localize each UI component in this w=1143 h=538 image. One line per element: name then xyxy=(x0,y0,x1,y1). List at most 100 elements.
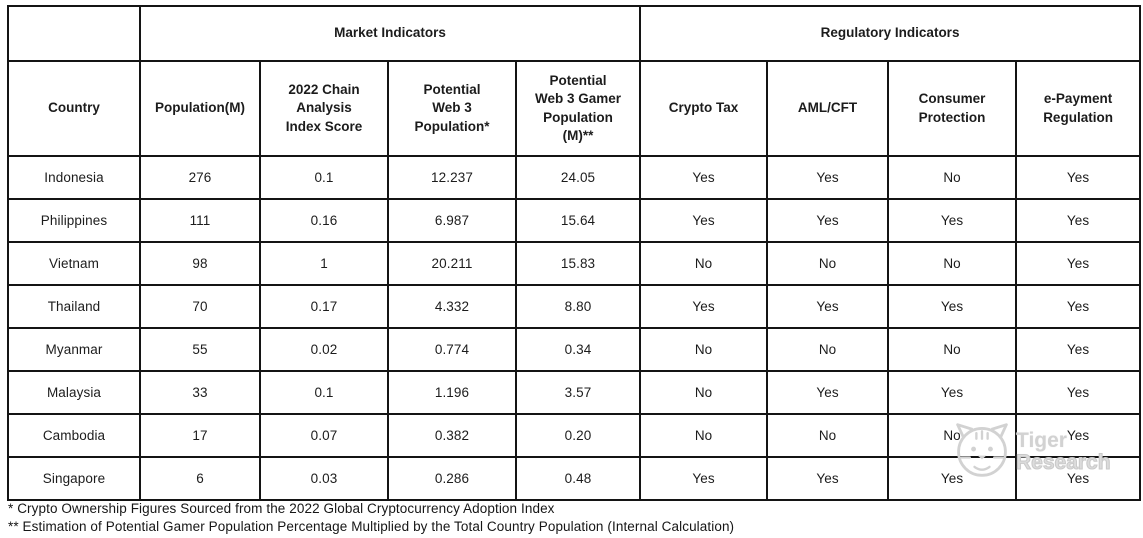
country-cell: Philippines xyxy=(7,198,141,243)
table-cell: No xyxy=(639,327,769,372)
table-cell: 0.02 xyxy=(259,327,389,372)
table-cell: 6.987 xyxy=(387,198,517,243)
table-cell: Yes xyxy=(1015,241,1142,286)
table-cell: 1.196 xyxy=(387,370,517,415)
table-cell: Yes xyxy=(639,155,769,200)
table-cell: 6 xyxy=(139,456,261,501)
table-cell: Yes xyxy=(1015,198,1142,243)
table-cell: Yes xyxy=(1015,413,1142,458)
column-header-1: Population(M) xyxy=(139,60,261,157)
table-cell: Yes xyxy=(887,198,1018,243)
footnote-crypto-ownership: * Crypto Ownership Figures Sourced from … xyxy=(8,501,555,516)
table-cell: 0.48 xyxy=(514,456,642,501)
table-cell: 4.332 xyxy=(387,284,517,329)
table-cell: 33 xyxy=(139,370,261,415)
table-cell: 20.211 xyxy=(387,241,517,286)
table-row-singapore: Singapore 6 0.03 0.286 0.48 Yes Yes Yes Yes xyxy=(7,456,1142,501)
table-cell: Yes xyxy=(1015,370,1142,415)
table-cell: No xyxy=(887,413,1018,458)
column-header-5: Crypto Tax xyxy=(639,60,769,157)
table-cell: No xyxy=(639,413,769,458)
table-cell: 0.17 xyxy=(259,284,389,329)
corner-cell xyxy=(7,5,141,62)
table-cell: Yes xyxy=(639,284,769,329)
column-header-6: AML/CFT xyxy=(766,60,890,157)
group-header-regulatory-indicators: Regulatory Indicators xyxy=(639,5,1142,62)
table-cell: No xyxy=(766,327,890,372)
table-row-malaysia: Malaysia 33 0.1 1.196 3.57 No Yes Yes Yes xyxy=(7,370,1142,415)
table-cell: Yes xyxy=(1015,456,1142,501)
country-cell: Thailand xyxy=(7,284,141,329)
table-row-myanmar: Myanmar 55 0.02 0.774 0.34 No No No Yes xyxy=(7,327,1142,372)
table-cell: 0.20 xyxy=(514,413,642,458)
column-header-0: Country xyxy=(7,60,141,157)
table-cell: 12.237 xyxy=(387,155,517,200)
table-cell: 8.80 xyxy=(514,284,642,329)
table-cell: Yes xyxy=(766,284,890,329)
country-cell: Indonesia xyxy=(7,155,141,200)
table-cell: 0.16 xyxy=(259,198,389,243)
table-row-cambodia: Cambodia 17 0.07 0.382 0.20 No No No Yes xyxy=(7,413,1142,458)
table-cell: 0.07 xyxy=(259,413,389,458)
crypto-regulation-table: Market Indicators Regulatory Indicators … xyxy=(7,5,1142,501)
country-cell: Malaysia xyxy=(7,370,141,415)
footnote-gamer-estimation: ** Estimation of Potential Gamer Populat… xyxy=(8,518,735,534)
table-cell: Yes xyxy=(1015,327,1142,372)
country-cell: Myanmar xyxy=(7,327,141,372)
country-cell: Vietnam xyxy=(7,241,141,286)
table-cell: 0.1 xyxy=(259,370,389,415)
table-row-philippines: Philippines 111 0.16 6.987 15.64 Yes Yes Yes Yes xyxy=(7,198,1142,243)
column-header-4: Potential Web 3 Gamer Population (M)** xyxy=(514,60,642,157)
table-row-thailand: Thailand 70 0.17 4.332 8.80 Yes Yes Yes Yes xyxy=(7,284,1142,329)
table-cell: No xyxy=(887,327,1018,372)
table-cell: No xyxy=(887,155,1018,200)
table-cell: No xyxy=(639,241,769,286)
table-cell: 0.774 xyxy=(387,327,517,372)
column-header-2: 2022 Chain Analysis Index Score xyxy=(259,60,389,157)
table-cell: No xyxy=(639,370,769,415)
table-row-vietnam: Vietnam 98 1 20.211 15.83 No No No Yes xyxy=(7,241,1142,286)
table-cell: 24.05 xyxy=(514,155,642,200)
column-header-8: e-Payment Regulation xyxy=(1015,60,1142,157)
column-header-7: Consumer Protection xyxy=(887,60,1018,157)
country-cell: Cambodia xyxy=(7,413,141,458)
table-cell: 0.34 xyxy=(514,327,642,372)
table-header: Market Indicators Regulatory Indicators … xyxy=(7,5,1142,157)
group-header-market-indicators: Market Indicators xyxy=(138,5,642,62)
table-cell: Yes xyxy=(766,155,890,200)
table-cell: Yes xyxy=(887,456,1018,501)
table-body: Indonesia 276 0.1 12.237 24.05 Yes Yes No Yes Phi… xyxy=(7,155,1142,501)
table-cell: No xyxy=(887,241,1018,286)
table-cell: 15.64 xyxy=(514,198,642,243)
country-cell: Singapore xyxy=(7,456,141,501)
table-cell: No xyxy=(766,413,890,458)
table-cell: No xyxy=(766,241,890,286)
table-cell: Yes xyxy=(887,370,1018,415)
table-cell: 276 xyxy=(139,155,261,200)
table-cell: 98 xyxy=(139,241,261,286)
table-cell: Yes xyxy=(1015,155,1142,200)
table-cell: 1 xyxy=(259,241,389,286)
table-cell: 70 xyxy=(139,284,261,329)
table-cell: Yes xyxy=(766,198,890,243)
table-cell: Yes xyxy=(766,370,890,415)
table-cell: 0.286 xyxy=(387,456,517,501)
group-header-row: Market Indicators Regulatory Indicators xyxy=(7,5,1142,62)
table-cell: 15.83 xyxy=(514,241,642,286)
table-cell: 111 xyxy=(139,198,261,243)
table-cell: 3.57 xyxy=(514,370,642,415)
table-cell: 0.1 xyxy=(259,155,389,200)
table-cell: 0.03 xyxy=(259,456,389,501)
column-header-row: Country Population(M) 2022 Chain Analysis … xyxy=(7,60,1142,157)
table-cell: Yes xyxy=(766,456,890,501)
table-cell: Yes xyxy=(639,198,769,243)
table-cell: 0.382 xyxy=(387,413,517,458)
table-cell: 17 xyxy=(139,413,261,458)
table-row-indonesia: Indonesia 276 0.1 12.237 24.05 Yes Yes No Yes xyxy=(7,155,1142,200)
table-cell: Yes xyxy=(1015,284,1142,329)
column-header-3: Potential Web 3 Population* xyxy=(387,60,517,157)
table-cell: Yes xyxy=(639,456,769,501)
table-cell: Yes xyxy=(887,284,1018,329)
table-cell: 55 xyxy=(139,327,261,372)
